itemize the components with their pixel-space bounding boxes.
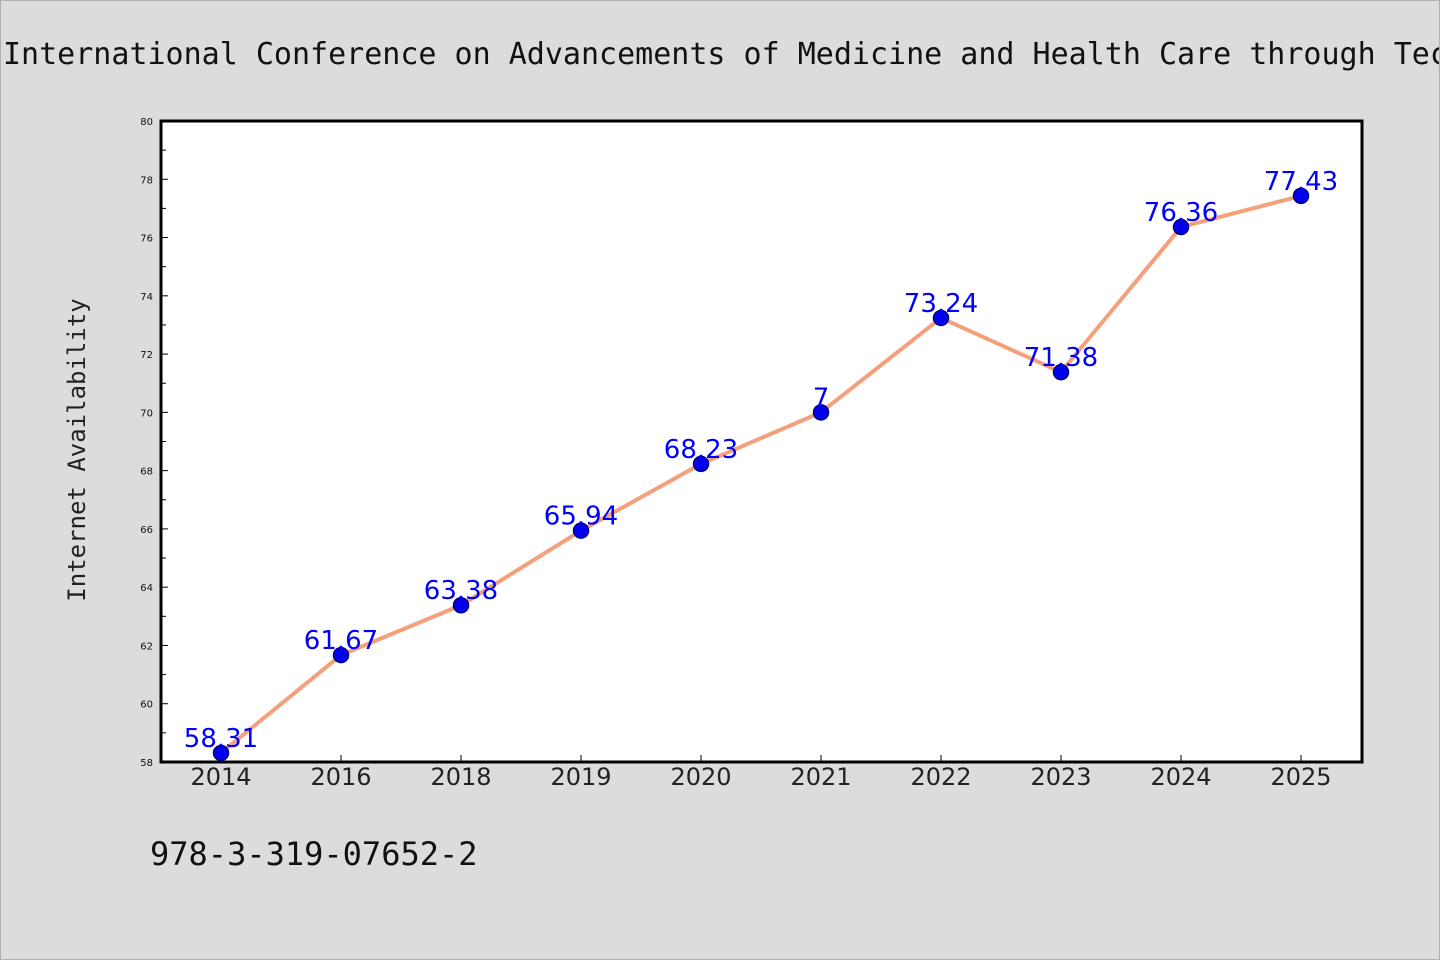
y-tick-label: 76 [140, 234, 153, 245]
y-tick-label: 66 [140, 525, 153, 536]
series-line [219, 193, 1303, 755]
x-axis: 2014 2016 2018 2019 2020 2021 2022 2023 2024 2025 [190, 755, 1332, 791]
y-tick-label: 70 [140, 408, 153, 419]
y-tick-label: 74 [140, 292, 153, 303]
x-tick-label: 2024 [1150, 763, 1211, 791]
data-label: 73.24 [904, 289, 978, 319]
data-label: 76.36 [1144, 198, 1218, 228]
y-tick-label: 78 [140, 175, 153, 186]
y-tick-label: 80 [140, 117, 153, 128]
data-label: 71.38 [1024, 343, 1098, 373]
y-tick-label: 72 [140, 350, 153, 361]
data-label: 58.31 [184, 724, 258, 754]
data-label: 68.23 [664, 435, 738, 465]
data-label: 7 [813, 383, 830, 413]
x-tick-label: 2016 [310, 763, 371, 791]
data-point [932, 309, 950, 327]
x-tick-label: 2018 [430, 763, 491, 791]
y-tick-label: 64 [140, 583, 153, 594]
x-tick-label: 2021 [790, 763, 851, 791]
data-point [1172, 218, 1190, 236]
y-tick-label: 62 [140, 641, 153, 652]
chart-title: International Conference on Advancements… [3, 37, 1440, 72]
data-point [452, 596, 470, 614]
data-point [692, 455, 710, 473]
data-point [572, 522, 590, 539]
data-point [332, 646, 350, 664]
data-point [1052, 363, 1070, 381]
series-layer: 58.31 61.67 63.38 65.94 68.23 7 73.24 71.38 76.3… [184, 167, 1338, 762]
data-label: 63.38 [424, 576, 498, 606]
y-tick-label: 68 [140, 467, 153, 478]
data-point [1292, 187, 1310, 205]
x-tick-label: 2025 [1270, 763, 1331, 791]
x-tick-label: 2022 [910, 763, 971, 791]
x-tick-label: 2014 [190, 763, 251, 791]
y-tick-label: 58 [140, 758, 153, 769]
data-point [212, 744, 230, 762]
isbn-footer: 978-3-319-07652-2 [150, 835, 478, 873]
y-tick-label: 60 [140, 700, 153, 711]
y-axis: 58 60 62 64 66 68 70 72 74 76 78 80 [140, 117, 168, 769]
plot-area [159, 119, 1364, 764]
x-tick-label: 2023 [1030, 763, 1091, 791]
x-tick-label: 2019 [550, 763, 611, 791]
data-point [812, 404, 830, 421]
y-axis-label: Internet Availability [63, 298, 91, 601]
data-label: 65.94 [544, 502, 618, 532]
data-label: 61.67 [304, 626, 378, 656]
x-tick-label: 2020 [670, 763, 731, 791]
data-label: 77.43 [1264, 167, 1338, 197]
